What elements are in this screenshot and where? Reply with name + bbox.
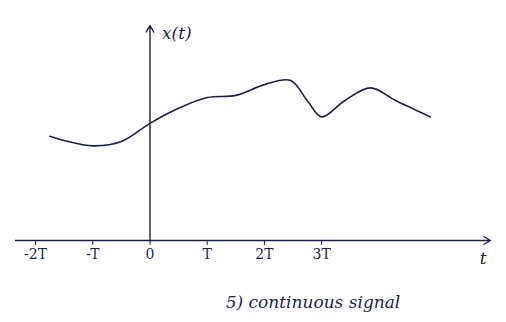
svg-text:3T: 3T	[313, 246, 332, 262]
svg-text:2T: 2T	[255, 246, 274, 262]
svg-text:0: 0	[146, 246, 155, 262]
svg-text:-2T: -2T	[24, 246, 48, 262]
svg-text:-T: -T	[86, 246, 100, 262]
html-text:5) continuous signal: 5) continuous signal	[225, 292, 401, 312]
svg-text:x(t): x(t)	[162, 23, 192, 43]
svg-text:t: t	[480, 248, 487, 268]
svg-text:T: T	[203, 246, 213, 262]
